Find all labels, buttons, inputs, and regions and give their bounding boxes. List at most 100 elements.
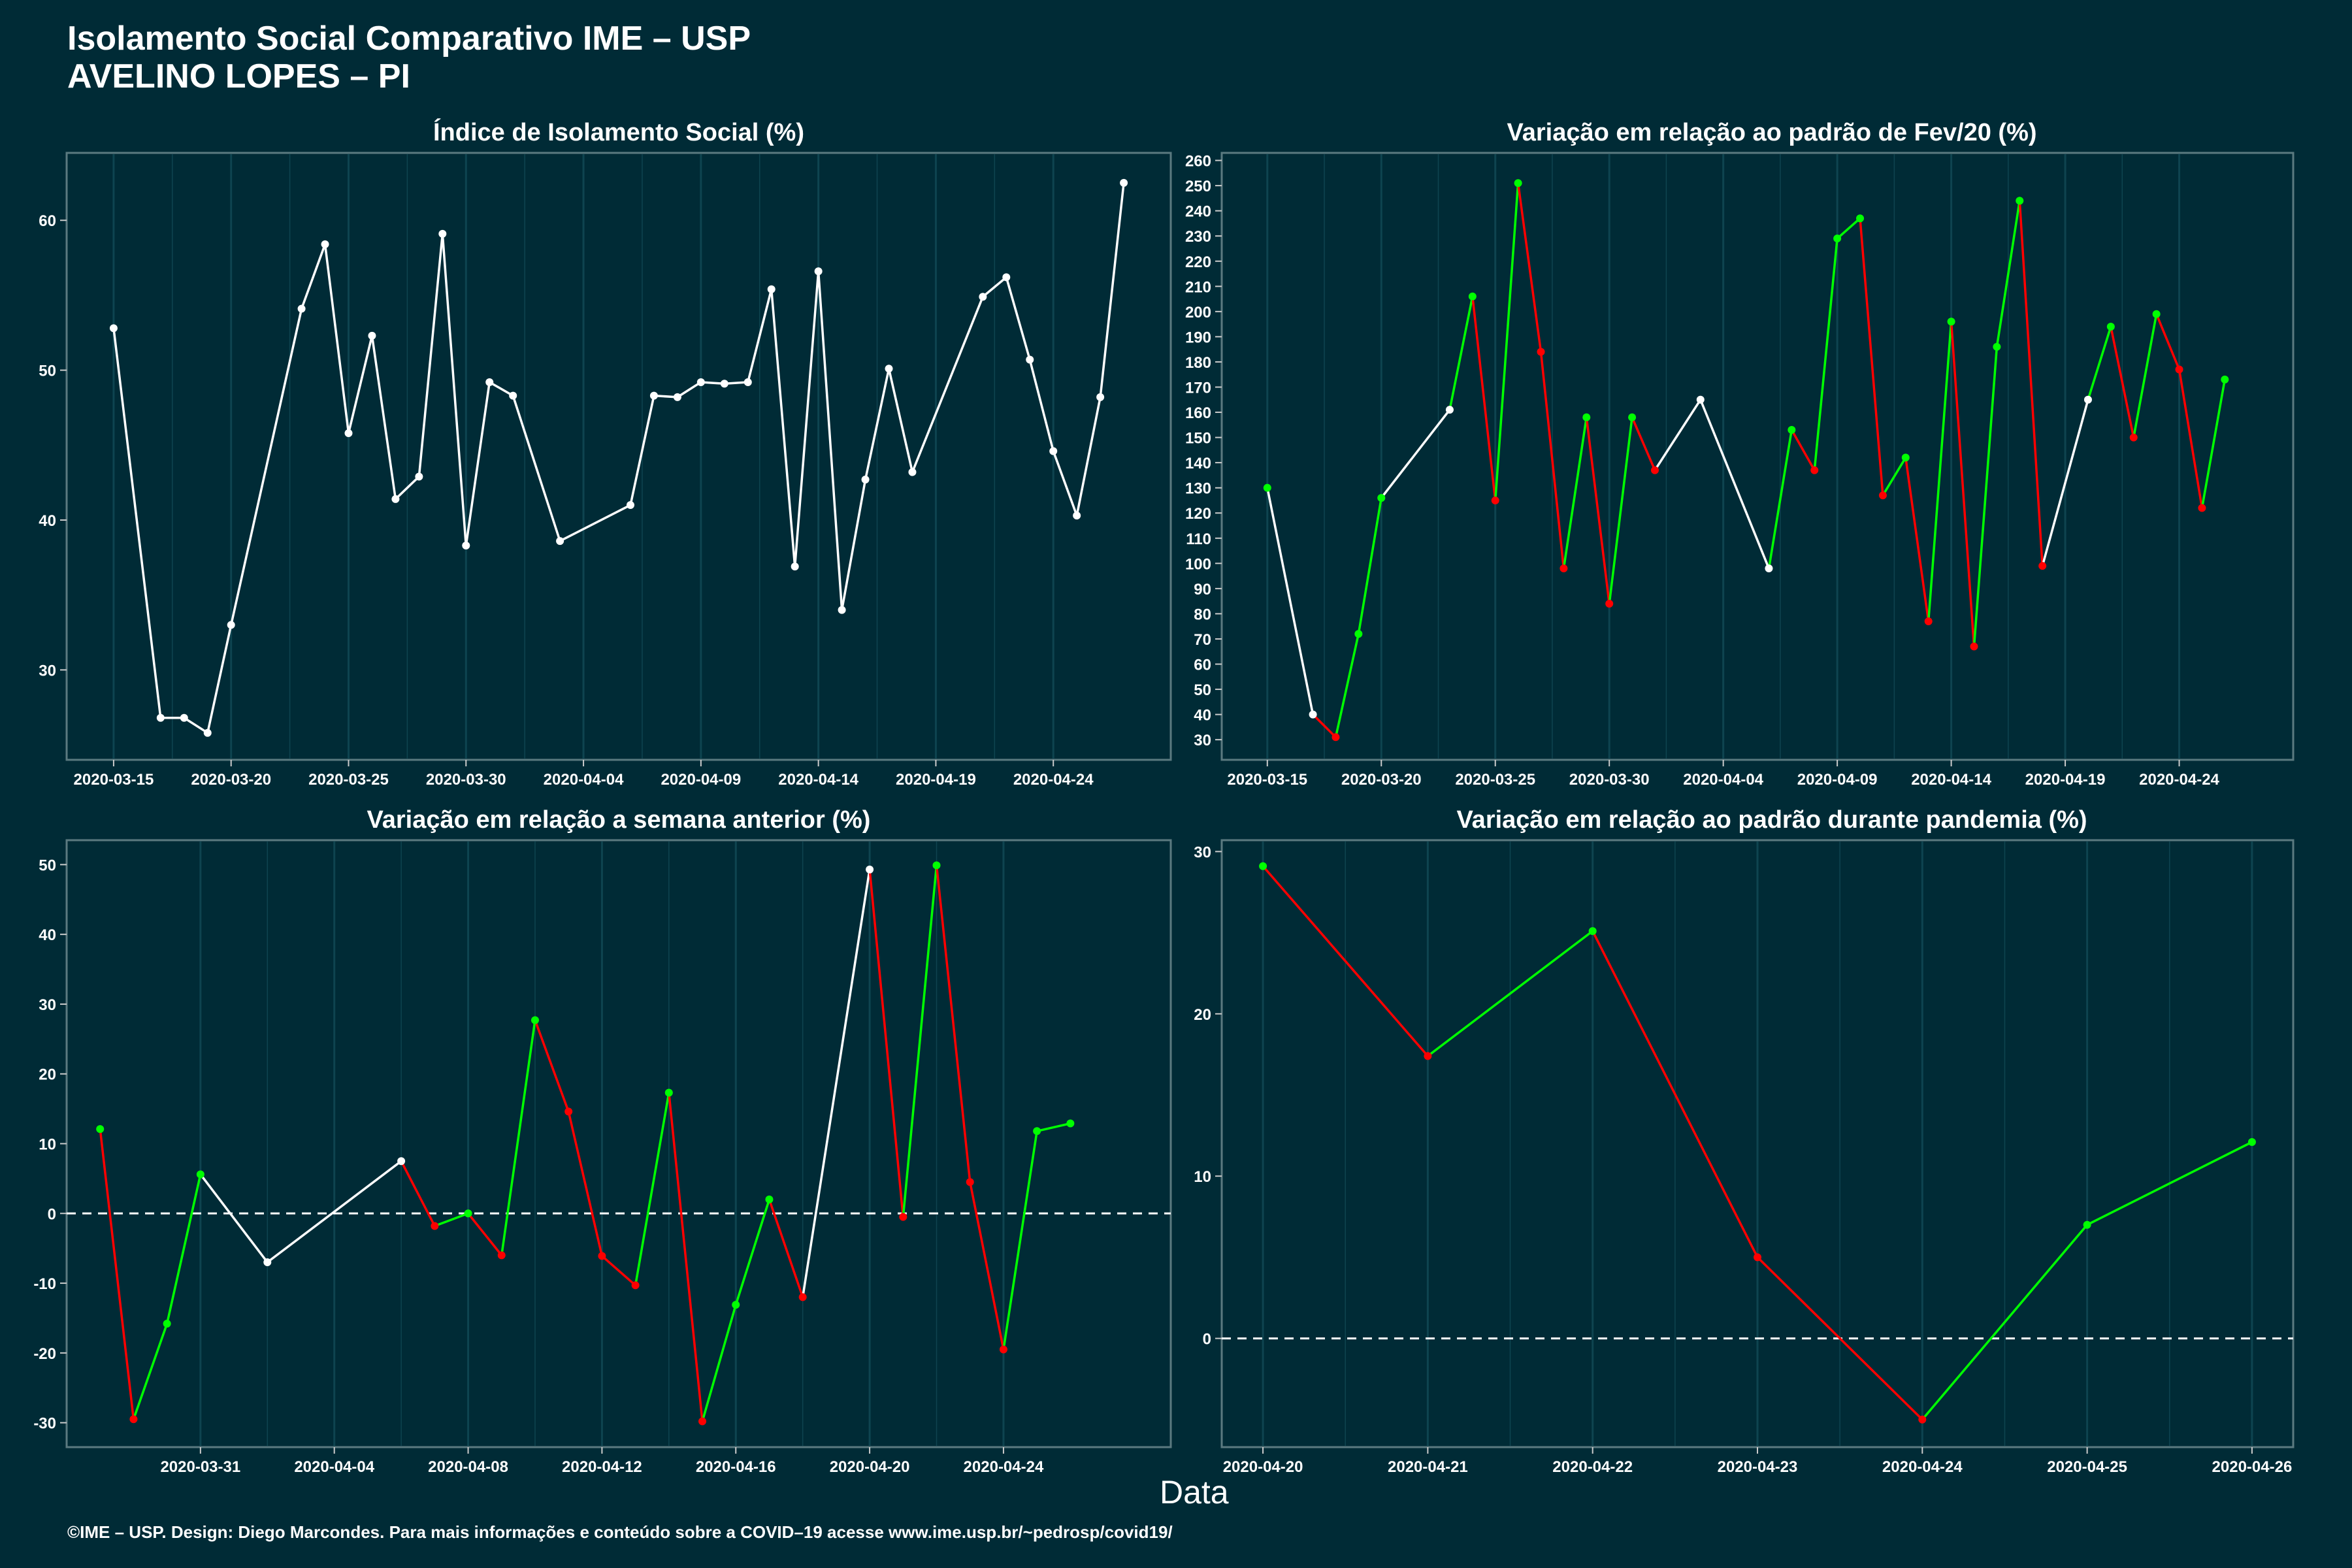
data-point — [1096, 393, 1105, 401]
data-point — [1259, 862, 1267, 870]
series-segment — [488, 381, 514, 397]
x-tick-label: 2020-04-04 — [544, 771, 624, 789]
y-tick-label: 160 — [1185, 404, 1211, 422]
series-segment — [500, 1019, 536, 1257]
data-point — [1901, 453, 1910, 462]
data-point — [531, 1016, 539, 1024]
series-segment — [1972, 346, 1999, 648]
y-tick-label: 30 — [1194, 732, 1211, 749]
data-point — [1354, 630, 1363, 638]
series-segment — [734, 1198, 771, 1306]
series-segment — [1767, 429, 1793, 570]
data-point — [2152, 310, 2161, 318]
x-tick-label: 2020-04-12 — [562, 1458, 642, 1476]
y-tick-label: 30 — [39, 996, 56, 1014]
y-tick-label: 170 — [1185, 379, 1211, 397]
series-segment — [2132, 312, 2158, 439]
series-segment — [441, 233, 468, 547]
data-point — [698, 1417, 707, 1426]
x-tick-label: 2020-04-14 — [1911, 771, 1991, 789]
x-tick-label: 2020-03-20 — [191, 771, 271, 789]
x-tick-label: 2020-04-19 — [896, 771, 976, 789]
data-point — [767, 285, 776, 293]
data-point — [2083, 1220, 2091, 1229]
series-segment — [981, 276, 1008, 298]
data-point — [1263, 483, 1271, 492]
series-segment — [1756, 1256, 1924, 1421]
series-segment — [770, 287, 796, 568]
data-point — [2083, 395, 2092, 404]
x-tick-label: 2020-04-08 — [428, 1458, 508, 1476]
series-segment — [935, 864, 972, 1183]
x-axis-caption: Data — [1160, 1474, 1229, 1511]
data-point — [979, 293, 987, 301]
y-tick-label: 220 — [1185, 253, 1211, 271]
series-segment — [1002, 1130, 1038, 1351]
panel-variation-feb20: Variação em relação ao padrão de Fev/20 … — [1185, 119, 2295, 789]
series-segment — [1699, 399, 1771, 570]
series-segment — [1608, 416, 1633, 605]
x-tick-label: 2020-03-30 — [1569, 771, 1650, 789]
data-point — [1833, 235, 1842, 243]
plot-area — [65, 839, 1172, 1448]
series-segment — [911, 295, 985, 474]
series-segment — [1448, 295, 1474, 411]
main-title: Isolamento Social Comparativo IME – USP — [67, 20, 751, 57]
data-point — [556, 537, 564, 546]
y-tick-label: 190 — [1185, 329, 1211, 346]
y-tick-label: 260 — [1185, 153, 1211, 171]
data-point — [96, 1125, 105, 1134]
panel-variation-previous-week: Variação em relação a semana anterior (%… — [33, 806, 1172, 1476]
data-point — [180, 713, 188, 722]
footer-credits: ©IME – USP. Design: Diego Marcondes. Par… — [67, 1522, 1173, 1542]
series-segment — [668, 1091, 704, 1423]
series-segment — [1859, 217, 1884, 497]
data-point — [1970, 642, 1978, 651]
series-segment — [634, 1091, 670, 1287]
data-point — [798, 1293, 807, 1301]
series-segment — [1539, 350, 1565, 570]
x-tick-label: 2020-04-26 — [2212, 1458, 2293, 1476]
data-point — [462, 541, 470, 549]
series-segment — [112, 327, 162, 719]
y-tick-label: 30 — [39, 662, 56, 679]
series-segment — [1075, 396, 1102, 517]
series-segment — [701, 1303, 737, 1423]
data-point — [163, 1319, 171, 1328]
y-tick-label: 200 — [1185, 304, 1211, 321]
data-point — [1810, 466, 1819, 474]
series-segment — [1516, 182, 1543, 353]
plot-area — [65, 152, 1172, 761]
x-tick-label: 2020-04-04 — [1683, 771, 1763, 789]
data-point — [263, 1258, 272, 1267]
series-segment — [2018, 199, 2044, 567]
series-segment — [2110, 325, 2135, 439]
series-segment — [2178, 368, 2204, 510]
y-tick-label: -10 — [33, 1275, 56, 1293]
data-point — [227, 621, 235, 629]
y-tick-label: 90 — [1194, 581, 1211, 598]
data-point — [866, 865, 874, 874]
data-point — [1628, 413, 1637, 421]
data-point — [464, 1209, 472, 1218]
data-point — [129, 1415, 138, 1424]
series-segment — [417, 233, 444, 478]
series-segment — [1882, 456, 1907, 497]
x-tick-label: 2020-04-24 — [1013, 771, 1094, 789]
data-point — [631, 1281, 640, 1290]
series-segment — [132, 1322, 169, 1421]
data-point — [1754, 1253, 1761, 1262]
y-tick-label: 20 — [1194, 1006, 1211, 1024]
series-segment — [394, 475, 421, 500]
data-point — [649, 391, 658, 400]
series-segment — [1790, 429, 1816, 472]
panel-title: Variação em relação ao padrão durante pa… — [1456, 806, 2087, 834]
series-segment — [534, 1019, 570, 1113]
data-point — [564, 1107, 573, 1116]
data-point — [109, 324, 118, 333]
series-segment — [1334, 632, 1360, 739]
data-point — [1424, 1052, 1432, 1060]
x-tick-label: 2020-04-20 — [1223, 1458, 1303, 1476]
